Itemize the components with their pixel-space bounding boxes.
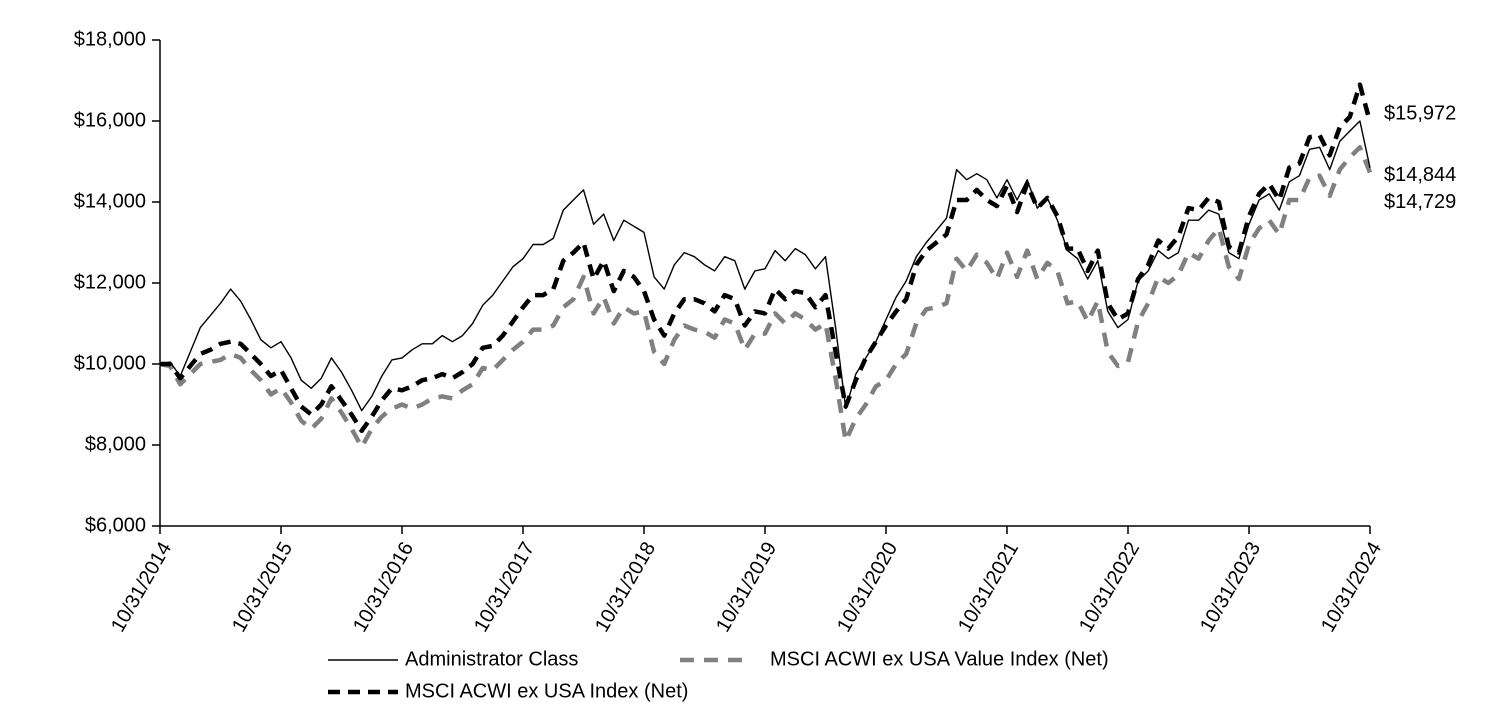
series-end-label: $14,729 (1384, 191, 1456, 213)
legend-label: Administrator Class (405, 648, 578, 670)
y-axis-label: $12,000 (74, 271, 146, 293)
legend-label: MSCI ACWI ex USA Index (Net) (405, 680, 688, 702)
y-axis-label: $10,000 (74, 352, 146, 374)
series-end-label: $14,844 (1384, 164, 1456, 186)
legend-label: MSCI ACWI ex USA Value Index (Net) (770, 648, 1109, 670)
growth-chart: $6,000 $8,000 $10,000 $12,000 $14,000 $16,000… (0, 0, 1512, 708)
y-axis-label: $18,000 (74, 28, 146, 50)
y-axis-label: $8,000 (85, 433, 146, 455)
chart-svg: $6,000 $8,000 $10,000 $12,000 $14,000 $16,000… (0, 0, 1512, 708)
y-axis-label: $6,000 (85, 514, 146, 536)
y-axis-label: $16,000 (74, 109, 146, 131)
y-axis-label: $14,000 (74, 190, 146, 212)
series-end-label: $15,972 (1384, 102, 1456, 124)
